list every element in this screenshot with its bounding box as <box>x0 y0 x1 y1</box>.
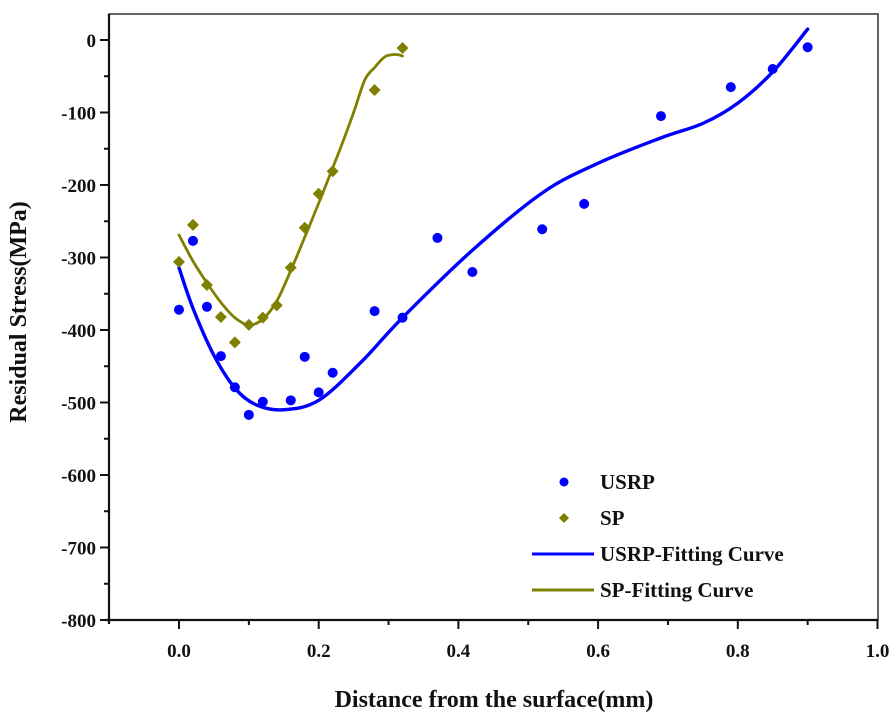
x-tick-label: 0.8 <box>726 641 750 662</box>
y-axis-title: Residual Stress(MPa) <box>6 201 32 423</box>
usrp-point <box>257 396 268 407</box>
fitting-curves <box>177 27 810 412</box>
legend-label: USRP <box>600 470 655 494</box>
usrp-point <box>432 232 443 243</box>
usrp-point <box>467 267 478 277</box>
usrp-point <box>725 82 736 93</box>
x-tick-label: 0.4 <box>447 641 471 662</box>
usrp-point <box>579 198 590 209</box>
sp-point <box>312 187 325 200</box>
usrp-point <box>802 42 813 53</box>
sp-point <box>368 84 381 97</box>
legend-label: USRP-Fitting Curve <box>600 542 784 566</box>
usrp-point <box>187 235 198 246</box>
legend-label: SP <box>600 506 625 530</box>
sp-point <box>284 261 297 274</box>
sp-point <box>186 218 199 231</box>
usrp-point <box>299 351 310 362</box>
usrp-point <box>397 312 408 323</box>
usrp-point <box>201 301 212 312</box>
usrp-point <box>327 367 338 378</box>
sp-point <box>242 318 255 331</box>
y-tick-label: -700 <box>61 539 96 560</box>
usrp-point <box>215 351 226 362</box>
y-tick-label: -600 <box>61 466 96 487</box>
sp-point <box>396 41 409 54</box>
x-axis-title: Distance from the surface(mm) <box>335 687 654 713</box>
legend-item-usrp-fitting-curve: USRP-Fitting Curve <box>532 542 784 566</box>
x-tick-label: 0.2 <box>307 641 331 662</box>
legend-marker-diamond <box>559 513 569 523</box>
sp-fitting-curve-line <box>177 53 404 327</box>
x-tick-label: 0.0 <box>167 641 191 662</box>
legend-item-usrp: USRP <box>559 470 655 494</box>
sp-point <box>173 255 185 268</box>
y-tick-label: -200 <box>61 176 96 197</box>
legend-item-sp-fitting-curve: SP-Fitting Curve <box>532 578 753 602</box>
usrp-point <box>767 64 778 74</box>
usrp-point <box>243 409 254 420</box>
legend-item-sp: SP <box>559 506 625 530</box>
y-tick-label: -100 <box>61 104 96 125</box>
sp-point <box>326 165 339 178</box>
plot-frame <box>105 13 879 624</box>
usrp-point <box>537 224 548 235</box>
sp-point <box>200 279 213 292</box>
usrp-point <box>313 387 324 398</box>
x-tick-label: 0.6 <box>586 641 610 662</box>
legend-marker-circle <box>559 477 569 487</box>
sp-point <box>256 311 269 324</box>
legend-label: SP-Fitting Curve <box>600 578 753 602</box>
sp-point <box>228 336 241 349</box>
y-tick-label: -300 <box>61 249 96 270</box>
usrp-point <box>369 306 380 317</box>
sp-point <box>214 310 227 323</box>
legend: USRP SP USRP-Fitting Curve SP-Fitting Curve <box>532 470 784 602</box>
y-tick-label: -800 <box>61 611 96 632</box>
y-tick-label: 0 <box>87 31 97 52</box>
sp-point <box>270 299 283 312</box>
usrp-point <box>655 111 666 122</box>
data-points <box>173 41 813 420</box>
usrp-point <box>174 304 184 315</box>
sp-point <box>298 221 311 234</box>
x-tick-label: 1.0 <box>866 641 890 662</box>
usrp-point <box>285 395 296 406</box>
usrp-point <box>229 382 240 393</box>
axis-ticks: 0 -100 -200 -300 -400 -500 -600 -700 -800 0.0 0.2 0… <box>61 31 889 662</box>
y-tick-label: -500 <box>61 394 96 415</box>
y-tick-label: -400 <box>61 321 96 342</box>
usrp-fitting-curve-line <box>177 27 810 412</box>
